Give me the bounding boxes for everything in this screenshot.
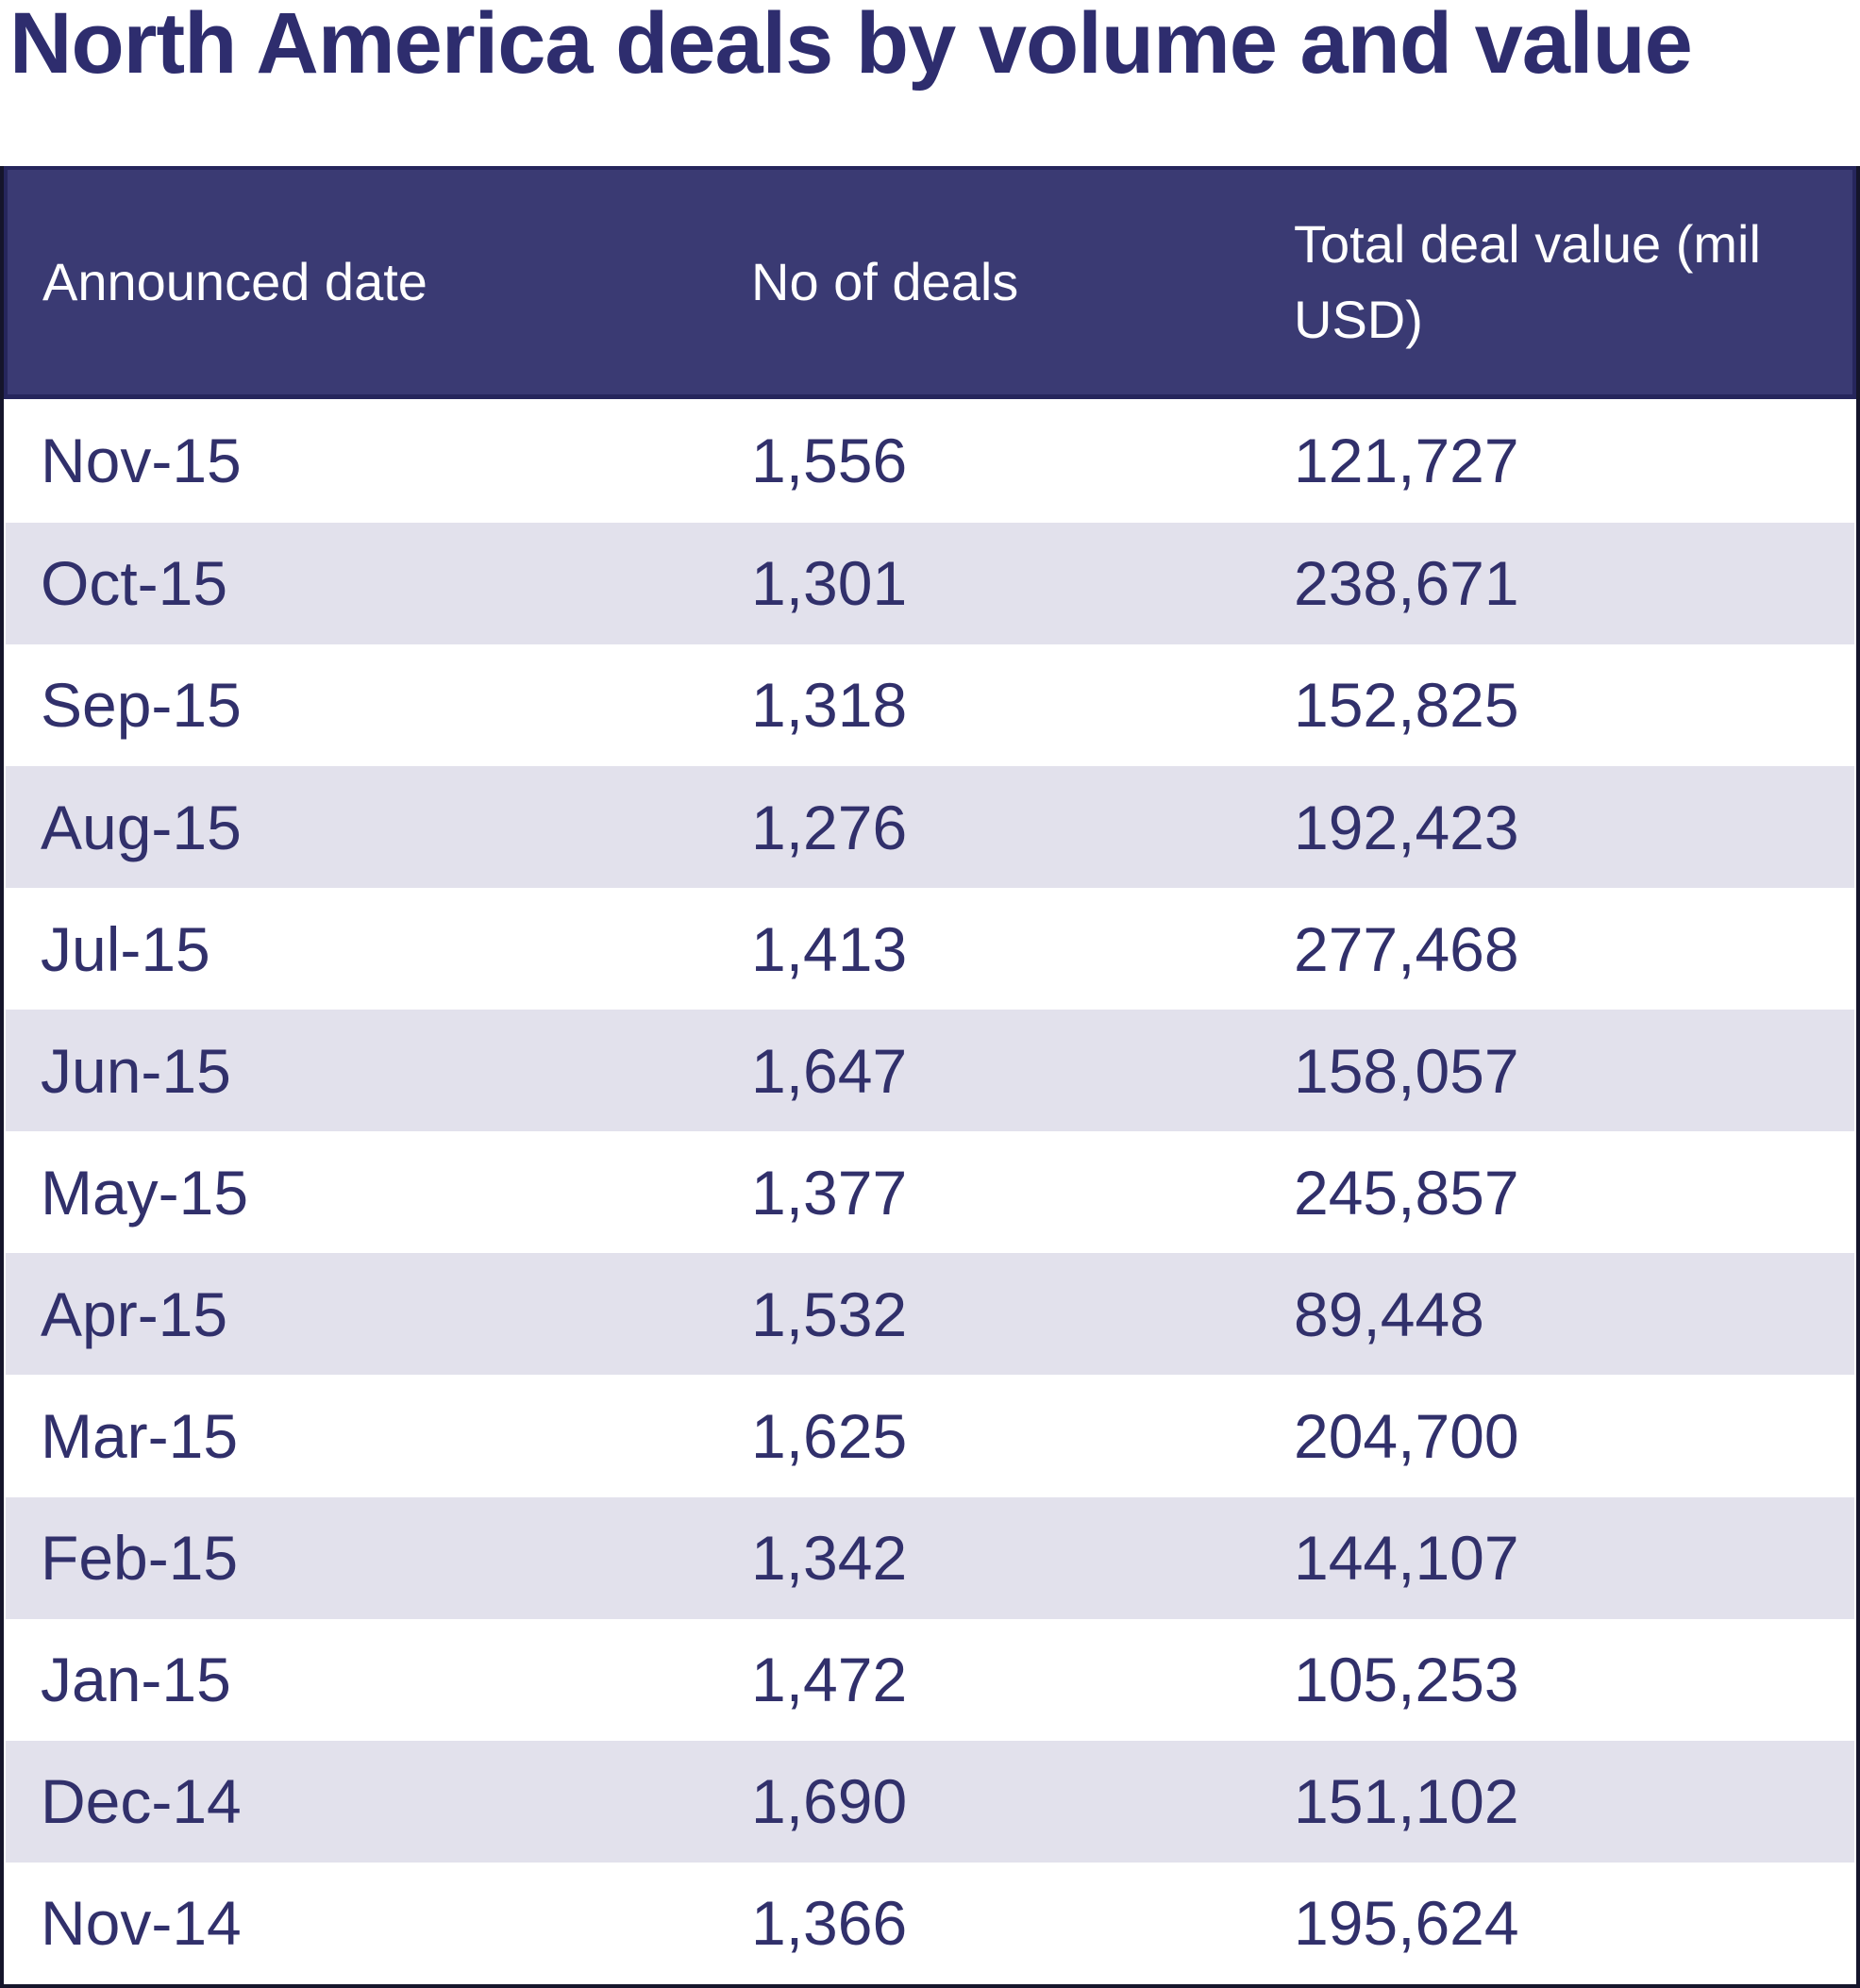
cell-no-of-deals: 1,556 xyxy=(751,426,908,496)
cell-no-of-deals: 1,276 xyxy=(751,792,908,862)
cell-announced-date: Aug-15 xyxy=(41,792,242,862)
header-no-of-deals: No of deals xyxy=(716,166,1259,399)
cell-announced-date: Apr-15 xyxy=(41,1278,228,1349)
cell-no-of-deals: 1,342 xyxy=(751,1523,908,1594)
page-title: North America deals by volume and value xyxy=(9,0,1693,92)
cell-no-of-deals: 1,413 xyxy=(751,913,908,984)
cell-no-of-deals: 1,366 xyxy=(751,1888,908,1959)
header-announced-date-label: Announced date xyxy=(42,252,427,312)
cell-no-of-deals: 1,625 xyxy=(751,1401,908,1472)
table-row: Apr-15 1,532 89,448 xyxy=(6,1253,1854,1376)
table-header-row: Announced date No of deals Total deal va… xyxy=(4,166,1856,399)
cell-no-of-deals: 1,532 xyxy=(751,1278,908,1349)
deals-table-container: Announced date No of deals Total deal va… xyxy=(0,166,1860,1988)
cell-announced-date: Jul-15 xyxy=(41,913,210,984)
cell-no-of-deals: 1,377 xyxy=(751,1157,908,1228)
cell-announced-date: May-15 xyxy=(41,1157,249,1228)
cell-total-deal-value: 192,423 xyxy=(1294,792,1519,862)
cell-no-of-deals: 1,690 xyxy=(751,1766,908,1837)
cell-total-deal-value: 152,825 xyxy=(1294,670,1519,741)
table-row: Jan-15 1,472 105,253 xyxy=(6,1618,1854,1741)
header-total-deal-value: Total deal value (mil USD) xyxy=(1259,166,1856,399)
cell-total-deal-value: 151,102 xyxy=(1294,1766,1519,1837)
cell-no-of-deals: 1,301 xyxy=(751,548,908,619)
cell-total-deal-value: 277,468 xyxy=(1294,913,1519,984)
cell-total-deal-value: 245,857 xyxy=(1294,1157,1519,1228)
cell-announced-date: Sep-15 xyxy=(41,670,242,741)
table-row: Sep-15 1,318 152,825 xyxy=(6,643,1854,767)
header-no-of-deals-label: No of deals xyxy=(751,252,1019,312)
cell-total-deal-value: 121,727 xyxy=(1294,426,1519,496)
cell-no-of-deals: 1,318 xyxy=(751,670,908,741)
table-row: Dec-14 1,690 151,102 xyxy=(6,1740,1854,1863)
table-row: Feb-15 1,342 144,107 xyxy=(6,1496,1854,1619)
cell-announced-date: Oct-15 xyxy=(41,548,228,619)
cell-announced-date: Mar-15 xyxy=(41,1401,239,1472)
table-row: Jun-15 1,647 158,057 xyxy=(6,1010,1854,1132)
deals-table: Announced date No of deals Total deal va… xyxy=(4,166,1856,1984)
cell-announced-date: Jan-15 xyxy=(41,1645,231,1715)
cell-announced-date: Dec-14 xyxy=(41,1766,242,1837)
cell-announced-date: Nov-14 xyxy=(41,1888,242,1959)
table-row: Aug-15 1,276 192,423 xyxy=(6,766,1854,889)
cell-total-deal-value: 144,107 xyxy=(1294,1523,1519,1594)
cell-announced-date: Nov-15 xyxy=(41,426,242,496)
cell-total-deal-value: 238,671 xyxy=(1294,548,1519,619)
table-row: Oct-15 1,301 238,671 xyxy=(6,522,1854,644)
table-row: Mar-15 1,625 204,700 xyxy=(6,1375,1854,1497)
table-row: May-15 1,377 245,857 xyxy=(6,1131,1854,1254)
cell-announced-date: Feb-15 xyxy=(41,1523,239,1594)
cell-total-deal-value: 158,057 xyxy=(1294,1035,1519,1106)
cell-total-deal-value: 204,700 xyxy=(1294,1401,1519,1472)
cell-announced-date: Jun-15 xyxy=(41,1035,231,1106)
cell-total-deal-value: 195,624 xyxy=(1294,1888,1519,1959)
header-total-deal-value-label: Total deal value (mil USD) xyxy=(1294,214,1761,349)
cell-no-of-deals: 1,647 xyxy=(751,1035,908,1106)
cell-total-deal-value: 89,448 xyxy=(1294,1278,1484,1349)
cell-no-of-deals: 1,472 xyxy=(751,1645,908,1715)
table-header: Announced date No of deals Total deal va… xyxy=(4,166,1856,399)
table-row: Nov-14 1,366 195,624 xyxy=(6,1862,1854,1984)
table-body: Nov-15 1,556 121,727 Oct-15 1,301 238,67… xyxy=(6,396,1854,1984)
header-announced-date: Announced date xyxy=(4,166,716,399)
cell-total-deal-value: 105,253 xyxy=(1294,1645,1519,1715)
table-row: Jul-15 1,413 277,468 xyxy=(6,888,1854,1011)
table-row: Nov-15 1,556 121,727 xyxy=(6,396,1854,523)
